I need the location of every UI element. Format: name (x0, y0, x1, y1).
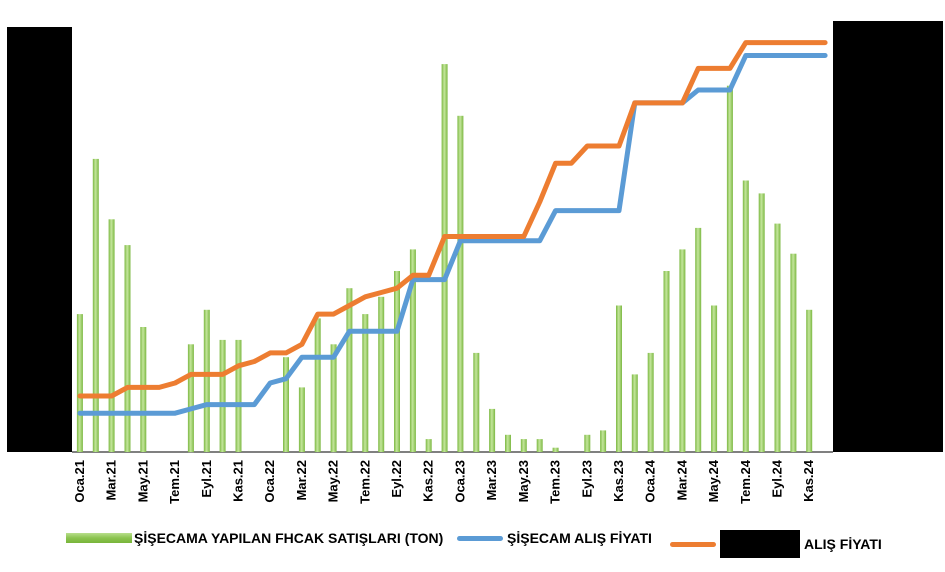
bar (695, 227, 702, 452)
x-tick-label: Oca.24 (643, 459, 658, 502)
bar (584, 434, 591, 452)
x-tick-label: Kas.21 (230, 460, 245, 502)
x-tick-label: Mar.24 (674, 459, 689, 500)
bar (108, 219, 115, 452)
legend-label-bars: ŞİŞECAMA YAPILAN FHCAK SATIŞLARI (TON) (134, 530, 444, 546)
legend-swatch-bars (66, 533, 132, 543)
bar (616, 305, 622, 452)
x-tick-label: May.22 (326, 460, 341, 502)
bar (742, 180, 749, 452)
legend-swatch-orange (670, 541, 716, 547)
bar (457, 115, 464, 453)
bar (505, 434, 511, 452)
line-series (77, 40, 828, 416)
x-tick-label: Tem.21 (167, 460, 182, 504)
legend-item-orange: ALIŞ FİYATI (670, 530, 882, 558)
legend-label-blue: ŞİŞECAM ALIŞ FİYATI (507, 530, 652, 546)
bar (394, 271, 400, 452)
bar (298, 387, 305, 452)
line-sisecam-price (77, 53, 828, 416)
bar (774, 223, 781, 452)
bar (409, 249, 416, 452)
x-tick-label: Mar.23 (484, 460, 499, 500)
legend-swatch-blue (457, 535, 503, 541)
x-tick-label: Oca.23 (452, 460, 467, 503)
x-tick-label: Kas.23 (611, 460, 626, 502)
bar (362, 314, 369, 452)
x-tick-label: May.24 (706, 459, 721, 502)
x-tick-label: Eyl.23 (579, 460, 594, 498)
x-tick-label: Mar.22 (294, 460, 309, 500)
bar (235, 339, 242, 452)
bar (314, 318, 321, 452)
x-tick-label: Eyl.24 (770, 459, 785, 497)
bar (124, 245, 131, 452)
bar (441, 64, 448, 452)
x-tick-label: May.21 (135, 460, 150, 502)
x-tick-label: Oca.21 (72, 460, 87, 503)
bar (711, 305, 718, 452)
bar (679, 249, 686, 452)
legend-label-orange: ALIŞ FİYATI (804, 536, 882, 552)
bar (76, 314, 83, 452)
bar (790, 253, 797, 452)
bar (425, 439, 432, 452)
bar (378, 296, 385, 452)
bar (647, 352, 654, 452)
x-tick-label: Tem.23 (548, 460, 563, 504)
bar (92, 158, 99, 452)
x-tick-label: Oca.22 (262, 460, 277, 503)
x-tick-label: Eyl.22 (389, 460, 404, 498)
bar (726, 85, 733, 452)
redaction-left (7, 27, 72, 452)
bar (806, 309, 813, 452)
x-tick-label: Kas.24 (801, 459, 816, 502)
bar (346, 288, 353, 452)
redaction-right (833, 21, 943, 452)
x-tick-label: Kas.22 (421, 460, 436, 502)
bar (473, 352, 480, 452)
x-tick-label: Mar.21 (104, 460, 119, 500)
bar (520, 439, 527, 452)
bar (489, 408, 496, 452)
legend: ŞİŞECAMA YAPILAN FHCAK SATIŞLARI (TON) Ş… (0, 530, 945, 558)
bar (330, 344, 337, 453)
legend-item-bars: ŞİŞECAMA YAPILAN FHCAK SATIŞLARI (TON) (66, 530, 443, 546)
bar (283, 357, 289, 452)
legend-redaction (720, 530, 800, 558)
bar (758, 193, 765, 452)
x-tick-label: Tem.22 (357, 460, 372, 504)
x-tick-labels: Oca.21 Mar.21 May.21 Tem.21 Eyl.21 Kas.21 Oca.… (72, 459, 816, 504)
bar (552, 447, 559, 452)
bar (631, 374, 638, 452)
line-other-price (77, 40, 828, 399)
bar (219, 339, 226, 452)
bar (203, 309, 210, 452)
x-tick-label: Eyl.21 (199, 460, 214, 498)
bar (663, 271, 670, 452)
legend-item-blue: ŞİŞECAM ALIŞ FİYATI (457, 530, 652, 546)
bar (536, 439, 543, 452)
bar (600, 430, 607, 452)
bar (187, 344, 194, 453)
chart: Oca.21 Mar.21 May.21 Tem.21 Eyl.21 Kas.21 Oca.… (7, 21, 943, 504)
bar-series (76, 64, 813, 453)
x-tick-label: May.23 (516, 460, 531, 502)
x-tick-label: Tem.24 (738, 459, 753, 504)
